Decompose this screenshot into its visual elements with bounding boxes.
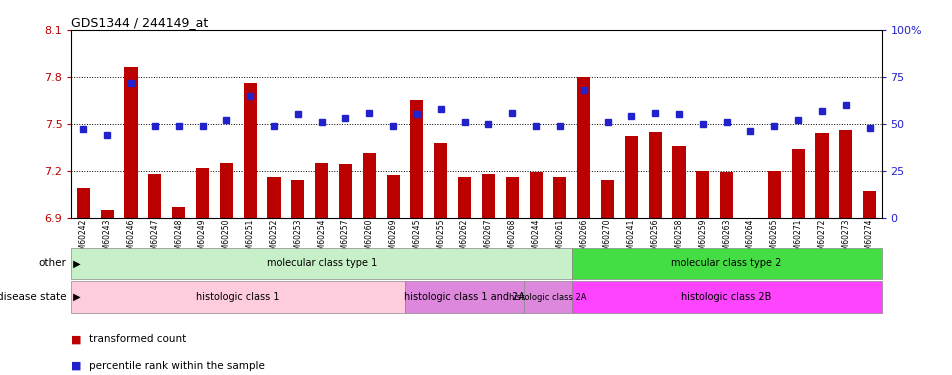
Bar [363,153,375,218]
Text: ▶: ▶ [69,292,80,302]
Bar [482,174,494,217]
Text: percentile rank within the sample: percentile rank within the sample [89,361,265,370]
Bar [524,281,571,313]
Bar [672,146,684,218]
Bar [648,132,661,218]
Bar [863,191,875,217]
Bar [625,136,637,218]
Text: molecular class type 2: molecular class type 2 [671,258,781,268]
Text: disease state: disease state [0,292,67,302]
Bar [529,172,542,217]
Bar [149,174,161,217]
Bar [125,68,137,218]
Bar [577,77,589,218]
Text: ■: ■ [71,361,82,370]
Text: other: other [39,258,67,268]
Text: histologic class 1: histologic class 1 [196,292,280,302]
Bar [244,83,256,218]
Bar [571,281,881,313]
Text: histologic class 1 and 2A: histologic class 1 and 2A [404,292,525,302]
Bar [720,172,732,217]
Bar [839,130,851,218]
Bar [601,180,613,218]
Text: transformed count: transformed count [89,334,186,344]
Text: histologic class 2A: histologic class 2A [508,292,586,302]
Bar [101,210,113,218]
Bar [458,177,470,218]
Bar [767,171,780,217]
Bar [571,248,881,279]
Text: ▶: ▶ [69,258,80,268]
Bar [172,207,185,218]
Bar [387,176,399,217]
Bar [77,188,89,218]
Bar [553,177,565,218]
Bar [815,133,827,218]
Bar [405,281,524,313]
Bar [506,177,518,218]
Bar [196,168,208,217]
Text: GDS1344 / 244149_at: GDS1344 / 244149_at [71,16,208,29]
Bar [791,149,803,217]
Bar [744,217,756,222]
Bar [696,171,708,217]
Bar [71,248,571,279]
Bar [410,100,423,218]
Text: molecular class type 1: molecular class type 1 [267,258,376,268]
Bar [315,163,327,218]
Bar [220,163,232,218]
Bar [291,180,304,218]
Bar [268,177,280,218]
Bar [434,142,446,218]
Bar [339,164,351,218]
Bar [71,281,405,313]
Text: histologic class 2B: histologic class 2B [681,292,771,302]
Text: ■: ■ [71,334,82,344]
